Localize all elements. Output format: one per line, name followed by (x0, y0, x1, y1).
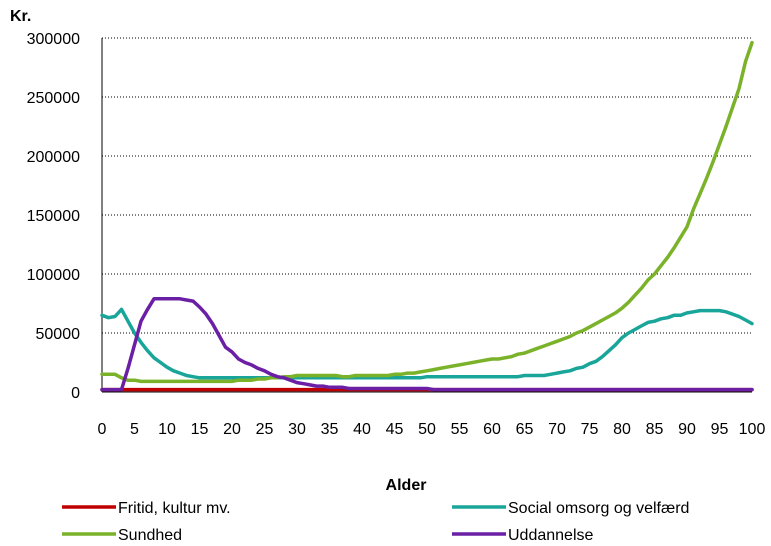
axes (101, 38, 752, 393)
x-tick-label: 35 (321, 421, 339, 438)
legend-label: Social omsorg og velfærd (508, 500, 689, 517)
y-tick-label: 300000 (27, 31, 80, 48)
x-tick-label: 45 (386, 421, 404, 438)
x-tick-label: 70 (548, 421, 566, 438)
y-tick-labels: 0 50000 100000 150000 200000 250000 300000 (27, 31, 80, 402)
y-tick-label: 150000 (27, 208, 80, 225)
x-tick-label: 90 (678, 421, 696, 438)
y-axis-unit-label: Kr. (10, 8, 31, 25)
y-tick-label: 0 (71, 385, 80, 402)
x-tick-label: 85 (646, 421, 664, 438)
x-tick-label: 20 (223, 421, 241, 438)
y-tick-label: 250000 (27, 90, 80, 107)
data-series (100, 40, 754, 392)
y-tick-label: 200000 (27, 149, 80, 166)
x-tick-label: 50 (418, 421, 436, 438)
legend-label: Uddannelse (508, 527, 594, 544)
x-tick-label: 40 (353, 421, 371, 438)
x-tick-label: 100 (739, 421, 766, 438)
gridlines (102, 37, 752, 334)
series-line-3 (100, 297, 754, 392)
series-line-1 (100, 307, 754, 380)
x-tick-label: 95 (711, 421, 729, 438)
legend-label: Fritid, kultur mv. (118, 500, 231, 517)
x-tick-label: 15 (191, 421, 209, 438)
x-tick-label: 10 (158, 421, 176, 438)
x-tick-label: 75 (581, 421, 599, 438)
y-tick-label: 50000 (36, 326, 81, 343)
y-tick-label: 100000 (27, 267, 80, 284)
legend-label: Sundhed (118, 527, 182, 544)
x-tick-label: 0 (98, 421, 107, 438)
x-tick-label: 60 (483, 421, 501, 438)
legend: Fritid, kultur mv. Social omsorg og velfæ… (62, 500, 689, 544)
x-tick-label: 30 (288, 421, 306, 438)
x-axis-title: Alder (386, 477, 427, 494)
x-tick-label: 65 (516, 421, 534, 438)
series-line-2 (100, 40, 754, 384)
x-tick-label: 80 (613, 421, 631, 438)
x-tick-labels: 0 5 10 15 20 25 30 35 40 45 50 55 60 65 70 75 80 85 90 95 10… (98, 421, 766, 438)
x-tick-label: 5 (130, 421, 139, 438)
x-tick-label: 55 (451, 421, 469, 438)
x-tick-label: 25 (256, 421, 274, 438)
